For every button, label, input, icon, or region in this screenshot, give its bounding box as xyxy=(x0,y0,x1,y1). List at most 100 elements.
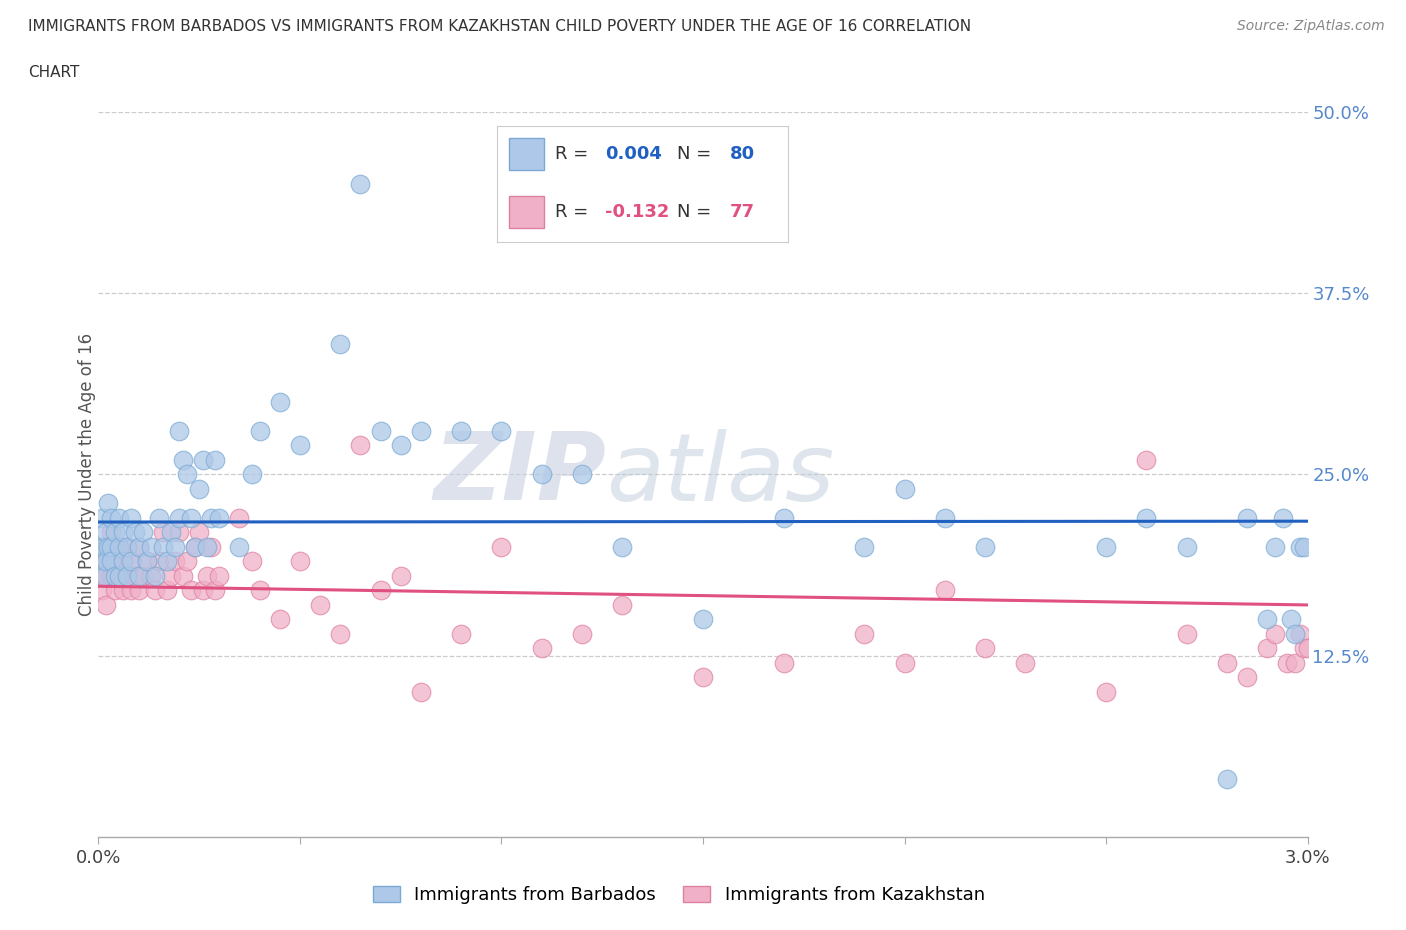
Point xyxy=(111,583,134,598)
Point xyxy=(107,539,129,554)
Point xyxy=(893,656,915,671)
Point xyxy=(1292,539,1315,554)
Point xyxy=(128,539,150,554)
Point xyxy=(93,568,115,583)
Point xyxy=(249,423,271,438)
Point xyxy=(132,568,155,583)
Point xyxy=(1256,612,1278,627)
Point xyxy=(571,467,593,482)
Text: Source: ZipAtlas.com: Source: ZipAtlas.com xyxy=(1237,19,1385,33)
Point xyxy=(692,612,714,627)
Point xyxy=(143,568,166,583)
Point xyxy=(228,511,250,525)
Point xyxy=(349,177,371,192)
Point xyxy=(228,539,250,554)
Point xyxy=(97,539,120,554)
Point xyxy=(111,554,134,569)
Point xyxy=(188,525,211,539)
Text: IMMIGRANTS FROM BARBADOS VS IMMIGRANTS FROM KAZAKHSTAN CHILD POVERTY UNDER THE A: IMMIGRANTS FROM BARBADOS VS IMMIGRANTS F… xyxy=(28,19,972,33)
Point xyxy=(128,539,150,554)
Point xyxy=(97,554,120,569)
Point xyxy=(288,554,311,569)
Point xyxy=(195,539,218,554)
Point xyxy=(163,539,186,554)
Point xyxy=(1292,641,1315,656)
Point xyxy=(853,539,876,554)
Point xyxy=(200,511,222,525)
Point xyxy=(184,539,207,554)
Point xyxy=(1288,627,1310,642)
Point xyxy=(329,337,352,352)
Point xyxy=(103,525,125,539)
Point xyxy=(309,597,332,612)
Point xyxy=(96,525,118,539)
Point xyxy=(107,539,129,554)
Point xyxy=(100,511,122,525)
Point xyxy=(1296,641,1319,656)
Point xyxy=(172,452,194,467)
Point xyxy=(135,554,157,569)
Point xyxy=(96,554,118,569)
Point xyxy=(288,438,311,453)
Point xyxy=(193,583,215,598)
Point xyxy=(89,568,111,583)
Point xyxy=(115,539,138,554)
Point xyxy=(128,568,150,583)
Point xyxy=(893,482,915,497)
Point xyxy=(107,568,129,583)
Point xyxy=(100,525,122,539)
Point xyxy=(91,554,114,569)
Point xyxy=(111,554,134,569)
Point xyxy=(530,641,553,656)
Point xyxy=(91,539,114,554)
Point xyxy=(974,641,997,656)
Point xyxy=(571,627,593,642)
Point xyxy=(100,568,122,583)
Point xyxy=(135,554,157,569)
Text: atlas: atlas xyxy=(606,429,835,520)
Point xyxy=(91,511,114,525)
Point xyxy=(934,511,956,525)
Point xyxy=(269,612,291,627)
Point xyxy=(120,511,142,525)
Point xyxy=(93,554,115,569)
Point xyxy=(240,467,263,482)
Point xyxy=(1277,656,1299,671)
Point xyxy=(167,525,190,539)
Point xyxy=(1095,539,1118,554)
Point xyxy=(193,452,215,467)
Point xyxy=(176,554,198,569)
Point xyxy=(143,583,166,598)
Point xyxy=(100,539,122,554)
Point xyxy=(204,452,226,467)
Point xyxy=(269,394,291,409)
Point xyxy=(195,568,218,583)
Point xyxy=(1281,612,1303,627)
Point xyxy=(409,684,432,699)
Point xyxy=(167,511,190,525)
Point xyxy=(188,482,211,497)
Point xyxy=(100,554,122,569)
Point xyxy=(120,583,142,598)
Point xyxy=(1272,511,1295,525)
Legend: Immigrants from Barbados, Immigrants from Kazakhstan: Immigrants from Barbados, Immigrants fro… xyxy=(373,886,984,904)
Point xyxy=(612,539,634,554)
Point xyxy=(1135,452,1157,467)
Point xyxy=(120,554,142,569)
Point xyxy=(160,525,183,539)
Point xyxy=(184,539,207,554)
Point xyxy=(1236,670,1258,684)
Point xyxy=(934,583,956,598)
Point xyxy=(152,525,174,539)
Point xyxy=(96,568,118,583)
Point xyxy=(103,554,125,569)
Point xyxy=(156,583,179,598)
Point xyxy=(450,627,472,642)
Point xyxy=(148,554,170,569)
Point xyxy=(139,568,162,583)
Point xyxy=(111,525,134,539)
Point xyxy=(612,597,634,612)
Point xyxy=(124,568,146,583)
Point xyxy=(128,583,150,598)
Point xyxy=(103,568,125,583)
